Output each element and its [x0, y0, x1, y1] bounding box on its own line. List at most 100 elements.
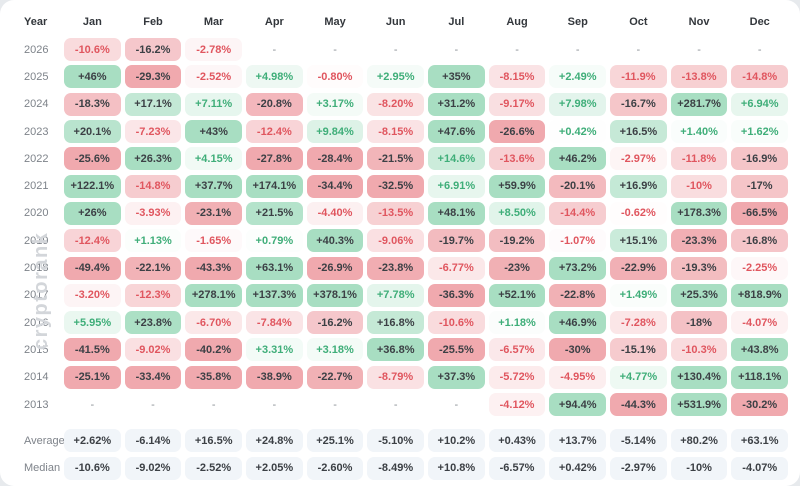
- row-label-2014: 2014: [24, 371, 49, 384]
- heatmap-cell-2020-jul: +48.1%: [428, 201, 485, 225]
- heatmap-cell-2021-oct: +16.9%: [610, 174, 667, 198]
- heatmap-cell-2014-mar: -35.8%: [185, 365, 243, 389]
- heatmap-cell-2015-may: +3.18%: [306, 338, 364, 362]
- heatmap-cell-average-mar: +16.5%: [185, 429, 243, 453]
- year-row-2023: 2023 +20.1% -7.23% +43% -12.4% +9.84% -8.15% +4…: [10, 118, 790, 145]
- heatmap-cell-2020-jun: -13.5%: [367, 201, 425, 225]
- row-label-2023: 2023: [24, 125, 49, 138]
- heatmap-cell-2013-apr: -: [272, 398, 277, 411]
- heatmap-cell-2016-apr: -7.84%: [246, 311, 303, 335]
- heatmap-cell-2018-sep: +73.2%: [549, 256, 607, 280]
- heatmap-cell-2018-dec: -2.25%: [731, 256, 789, 280]
- heatmap-cell-2024-aug: -9.17%: [488, 92, 546, 116]
- heatmap-cell-2014-feb: -33.4%: [124, 365, 182, 389]
- heatmap-cell-2014-nov: +130.4%: [670, 365, 728, 389]
- heatmap-cell-2016-oct: -7.28%: [610, 311, 667, 335]
- heatmap-cell-median-oct: -2.97%: [610, 456, 667, 480]
- heatmap-cell-2025-jun: +2.95%: [367, 65, 425, 89]
- heatmap-cell-2015-feb: -9.02%: [124, 338, 182, 362]
- heatmap-cell-2020-apr: +21.5%: [246, 201, 303, 225]
- heatmap-cell-2020-aug: +8.50%: [488, 201, 546, 225]
- heatmap-cell-2018-aug: -23%: [488, 256, 546, 280]
- heatmap-cell-2021-feb: -14.8%: [124, 174, 182, 198]
- heatmap-cell-2015-oct: -15.1%: [610, 338, 667, 362]
- heatmap-cell-2016-feb: +23.8%: [124, 311, 182, 335]
- heatmap-cell-2013-jul: -: [454, 398, 459, 411]
- row-label-average: Average: [24, 434, 65, 447]
- heatmap-cell-2024-sep: +7.98%: [549, 92, 607, 116]
- header-row: Year Jan Feb Mar Apr May Jun Jul Aug Sep Oct Nov Dec: [10, 7, 790, 36]
- heatmap-cell-2025-apr: +4.98%: [246, 65, 303, 89]
- column-header-feb: Feb: [143, 15, 163, 28]
- heatmap-cell-2021-dec: -17%: [731, 174, 789, 198]
- heatmap-cell-2025-sep: +2.49%: [549, 65, 607, 89]
- heatmap-cell-2019-may: +40.3%: [306, 229, 364, 253]
- row-label-2013: 2013: [24, 398, 49, 411]
- heatmap-cell-2018-oct: -22.9%: [610, 256, 667, 280]
- heatmap-cell-2013-may: -: [333, 398, 337, 411]
- year-row-2021: 2021 +122.1% -14.8% +37.7% +174.1% -34.4% -32.…: [10, 172, 790, 199]
- heatmap-cell-2014-jul: +37.3%: [428, 365, 485, 389]
- heatmap-cell-2022-aug: -13.6%: [488, 147, 546, 171]
- summary-row-average: Average +2.62% -6.14% +16.5% +24.8% +25.1% -5.…: [10, 427, 790, 454]
- heatmap-cell-2019-feb: +1.13%: [124, 229, 182, 253]
- heatmap-cell-2015-jun: +36.8%: [367, 338, 425, 362]
- row-label-2026: 2026: [24, 43, 49, 56]
- heatmap-cell-average-jun: -5.10%: [367, 429, 425, 453]
- heatmap-cell-2024-nov: +281.7%: [670, 92, 728, 116]
- heatmap-cell-2020-sep: -14.4%: [549, 201, 607, 225]
- heatmap-cell-2013-mar: -: [211, 398, 216, 411]
- heatmap-cell-2015-aug: -6.57%: [488, 338, 546, 362]
- heatmap-cell-2023-jan: +20.1%: [64, 120, 121, 144]
- heatmap-cell-2025-jul: +35%: [428, 65, 485, 89]
- heatmap-cell-2014-jun: -8.79%: [367, 365, 425, 389]
- heatmap-cell-2014-aug: -5.72%: [488, 365, 546, 389]
- column-header-may: May: [324, 15, 346, 28]
- heatmap-cell-2019-oct: +15.1%: [610, 229, 667, 253]
- heatmap-cell-2022-oct: -2.97%: [610, 147, 667, 171]
- monthly-returns-heatmap-table: Year Jan Feb Mar Apr May Jun Jul Aug Sep Oct Nov Dec…: [10, 7, 790, 482]
- heatmap-cell-2013-nov: +531.9%: [670, 393, 728, 416]
- heatmap-cell-2022-may: -28.4%: [306, 147, 364, 171]
- year-row-2017: 2017 -3.20% -12.3% +278.1% +137.3% +378.1% +7.…: [10, 282, 790, 309]
- heatmap-cell-2021-mar: +37.7%: [185, 174, 243, 198]
- heatmap-cell-2022-apr: -27.8%: [246, 147, 303, 171]
- column-header-jan: Jan: [82, 15, 102, 28]
- heatmap-cell-average-oct: -5.14%: [610, 429, 667, 453]
- heatmap-cell-2014-may: -22.7%: [306, 365, 364, 389]
- column-header-oct: Oct: [629, 15, 648, 28]
- column-header-nov: Nov: [688, 15, 710, 28]
- year-row-2019: 2019 -12.4% +1.13% -1.65% +0.79% +40.3% -9.06%…: [10, 227, 790, 254]
- year-column-header: Year: [24, 15, 48, 28]
- heatmap-cell-2016-jul: -10.6%: [428, 311, 485, 335]
- heatmap-cell-2025-jan: +46%: [64, 65, 121, 89]
- heatmap-cell-2018-apr: +63.1%: [246, 256, 303, 280]
- column-header-mar: Mar: [203, 15, 224, 28]
- heatmap-cell-2022-jun: -21.5%: [367, 147, 425, 171]
- heatmap-cell-2023-mar: +43%: [185, 120, 243, 144]
- heatmap-cell-2022-jan: -25.6%: [64, 147, 121, 171]
- year-row-2022: 2022 -25.6% +26.3% +4.15% -27.8% -28.4% -21.5%…: [10, 145, 790, 172]
- row-label-2024: 2024: [24, 98, 49, 111]
- heatmap-cell-2014-apr: -38.9%: [246, 365, 303, 389]
- year-row-2025: 2025 +46% -29.3% -2.52% +4.98% -0.80% +2.95% +3…: [10, 63, 790, 90]
- heatmap-cell-2024-apr: -20.8%: [246, 92, 303, 116]
- heatmap-cell-2022-feb: +26.3%: [124, 147, 182, 171]
- heatmap-cell-2020-may: -4.40%: [306, 201, 364, 225]
- heatmap-cell-2019-jan: -12.4%: [64, 229, 121, 253]
- heatmap-cell-2022-jul: +14.6%: [428, 147, 485, 171]
- heatmap-cell-2019-dec: -16.8%: [731, 229, 789, 253]
- heatmap-cell-2020-feb: -3.93%: [124, 201, 182, 225]
- heatmap-cell-2018-mar: -43.3%: [185, 256, 243, 280]
- heatmap-cell-2022-nov: -11.8%: [670, 147, 728, 171]
- heatmap-cell-2021-sep: -20.1%: [549, 174, 607, 198]
- heatmap-cell-average-aug: +0.43%: [488, 429, 546, 453]
- summary-divider-gap: [10, 418, 790, 427]
- heatmap-cell-2016-nov: -18%: [670, 311, 728, 335]
- heatmap-cell-2016-sep: +46.9%: [549, 311, 607, 335]
- heatmap-cell-2023-oct: +16.5%: [610, 120, 667, 144]
- heatmap-cell-2021-may: -34.4%: [306, 174, 364, 198]
- heatmap-cell-2014-jan: -25.1%: [64, 365, 121, 389]
- year-row-2016: 2016 +5.95% +23.8% -6.70% -7.84% -16.2% +16.8%…: [10, 309, 790, 336]
- heatmap-cell-median-sep: +0.42%: [549, 456, 607, 480]
